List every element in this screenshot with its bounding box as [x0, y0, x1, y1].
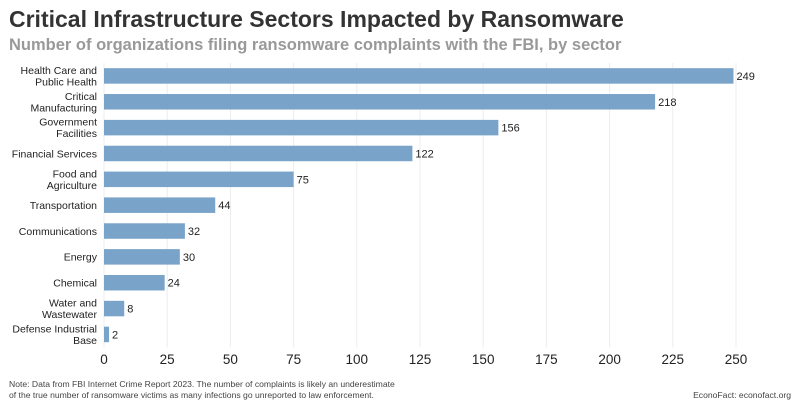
bar	[104, 197, 216, 213]
x-tick-label: 75	[286, 352, 301, 367]
data-label: 30	[183, 252, 195, 264]
bar	[104, 68, 734, 84]
x-tick-label: 250	[725, 352, 748, 367]
bar-chart: 0 25 50 75 100 125 150 175 200 225 250 249 Health Ca…	[12, 63, 755, 367]
category-label: Agriculture	[47, 180, 97, 192]
data-label: 2	[112, 329, 118, 341]
category-label: Base	[73, 335, 97, 347]
chart-subtitle: Number of organizations filing ransomwar…	[9, 36, 622, 54]
data-label: 32	[188, 226, 200, 238]
data-label: 249	[736, 71, 754, 83]
category-label: Food and	[53, 168, 98, 180]
category-label: Government	[39, 117, 97, 129]
data-label: 156	[501, 123, 519, 135]
bar	[104, 119, 499, 136]
category-label: Manufacturing	[30, 102, 97, 114]
category-label: Facilities	[56, 128, 97, 140]
source-credit: EconoFact: econofact.org	[693, 390, 791, 400]
category-label: Communications	[19, 226, 97, 238]
data-label: 75	[297, 174, 309, 186]
x-tick-label: 225	[662, 352, 685, 367]
bar	[104, 94, 656, 110]
bar	[104, 326, 110, 343]
x-tick-label: 25	[160, 352, 175, 367]
category-label: Transportation	[30, 200, 97, 212]
bar	[104, 249, 180, 265]
x-tick-label: 100	[346, 352, 369, 367]
category-label: Defense Industrial	[12, 323, 97, 335]
data-label: 24	[168, 278, 180, 290]
category-label: Chemical	[53, 278, 97, 290]
data-label: 218	[658, 97, 676, 109]
bar	[104, 274, 165, 291]
data-label: 8	[127, 304, 133, 316]
x-tick-label: 50	[223, 352, 238, 367]
x-tick-label: 150	[472, 352, 495, 367]
data-label: 122	[415, 148, 433, 160]
x-tick-label: 0	[100, 352, 108, 367]
category-label: Energy	[64, 252, 98, 264]
data-label: 44	[218, 200, 230, 212]
category-label: Health Care and	[21, 65, 98, 77]
bar	[104, 145, 413, 162]
category-label: Critical	[65, 91, 97, 103]
bar	[104, 300, 125, 317]
category-label: Public Health	[35, 76, 97, 88]
category-label: Wastewater	[42, 309, 98, 321]
chart-title: Critical Infrastructure Sectors Impacted…	[9, 6, 624, 32]
footnote: Note: Data from FBI Internet Crime Repor…	[9, 379, 395, 400]
x-tick-label: 125	[409, 352, 432, 367]
bar	[104, 223, 185, 239]
x-tick-label: 200	[598, 352, 621, 367]
x-tick-label: 175	[535, 352, 558, 367]
category-label: Financial Services	[12, 148, 97, 160]
bar	[104, 171, 294, 188]
category-label: Water and	[49, 298, 97, 310]
